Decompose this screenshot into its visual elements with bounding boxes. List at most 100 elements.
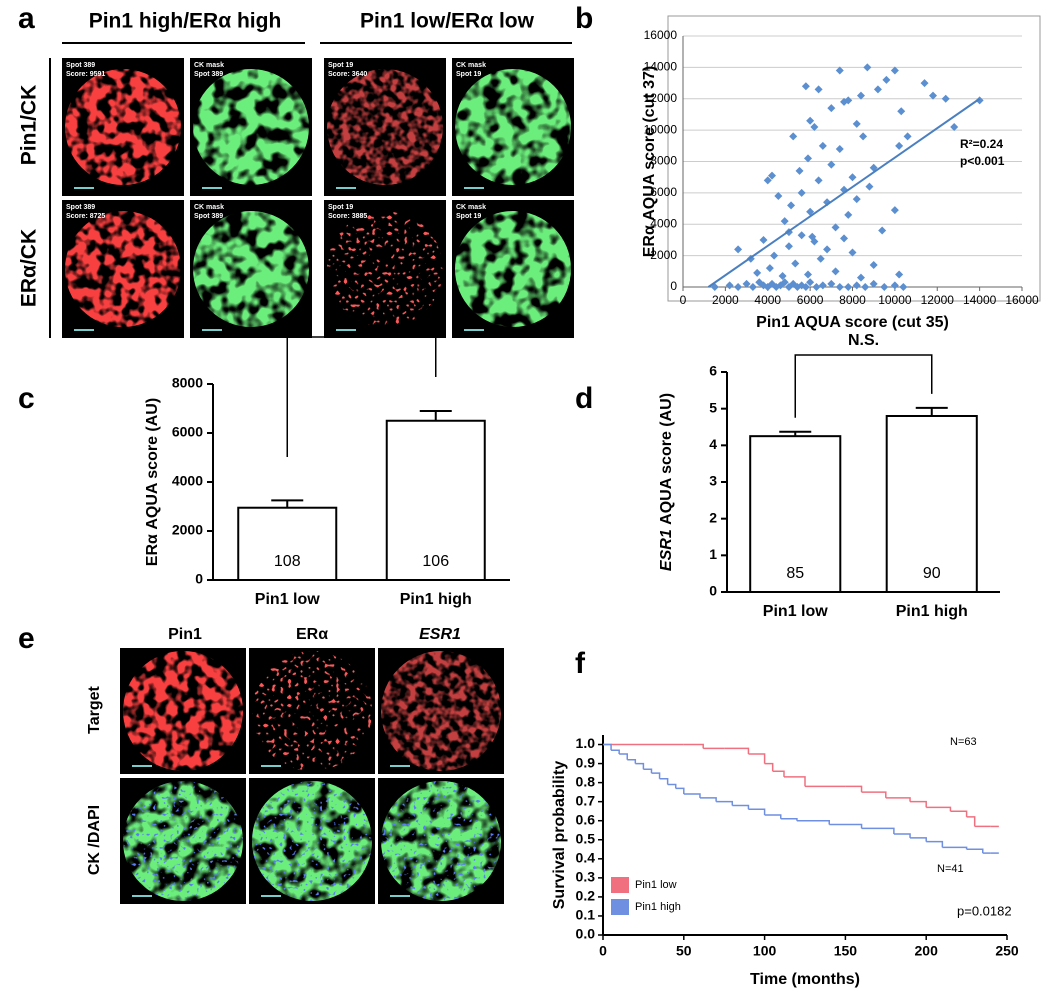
point xyxy=(808,232,817,241)
survival-step xyxy=(861,791,887,798)
y-tick-label: 3 xyxy=(709,473,717,489)
survival-step xyxy=(893,833,911,838)
point xyxy=(890,281,899,290)
y-tick-label: 8000 xyxy=(172,375,203,391)
point xyxy=(748,283,757,291)
significance-label: N.S. xyxy=(848,332,879,349)
annotation: p<0.001 xyxy=(960,154,1005,168)
point xyxy=(852,195,861,204)
bar xyxy=(385,419,486,581)
point xyxy=(763,176,772,185)
tissue-core xyxy=(455,211,571,327)
point xyxy=(797,231,806,240)
point xyxy=(827,279,836,288)
point xyxy=(882,75,891,84)
point xyxy=(895,270,904,279)
row-header: Target xyxy=(86,685,103,733)
x-tick-label: 12000 xyxy=(921,293,955,307)
x-tick-label: 50 xyxy=(676,943,692,959)
point xyxy=(852,281,861,290)
x-tick-label: 250 xyxy=(995,943,1019,959)
x-tick-label: 6000 xyxy=(797,293,824,307)
survival-step xyxy=(861,827,895,835)
bar xyxy=(237,506,338,582)
y-tick-label: 0 xyxy=(670,279,677,293)
x-tick-label: 4000 xyxy=(754,293,781,307)
y-tick-label: 0.5 xyxy=(576,830,596,846)
point xyxy=(806,116,815,125)
y-tick-label: 0.4 xyxy=(576,850,596,866)
survival-step xyxy=(910,800,927,808)
y-tick-label: 0.9 xyxy=(576,754,596,770)
bar xyxy=(749,435,842,593)
point xyxy=(814,85,823,94)
x-tick-label: 0 xyxy=(599,943,607,959)
image-caption: Spot 19 xyxy=(456,213,481,220)
survival-step xyxy=(926,840,944,848)
point xyxy=(753,268,762,277)
panel-label: c xyxy=(18,382,35,415)
point xyxy=(784,242,793,251)
point xyxy=(734,245,743,254)
survival-step xyxy=(748,753,766,764)
point xyxy=(863,63,872,72)
y-tick-label: 16000 xyxy=(644,28,678,42)
y-tick-label: 6000 xyxy=(650,185,677,199)
survival-step xyxy=(675,787,685,795)
point xyxy=(835,144,844,153)
survival-step xyxy=(716,800,734,806)
image-caption: Score: 3640 xyxy=(328,71,367,78)
survival-step xyxy=(619,753,628,760)
panel-label: e xyxy=(18,622,35,655)
image-caption: CK mask xyxy=(194,204,224,211)
survival-step xyxy=(910,837,927,842)
tissue-core xyxy=(65,211,181,327)
point xyxy=(814,176,823,185)
tissue-core xyxy=(123,651,243,771)
point xyxy=(878,226,887,235)
y-tick-label: 12000 xyxy=(644,91,678,105)
panel-label: d xyxy=(575,382,593,415)
tissue-core xyxy=(193,211,309,327)
x-axis-label: Time (months) xyxy=(750,971,860,988)
y-tick-label: 0.1 xyxy=(576,907,596,923)
point xyxy=(791,259,800,268)
y-axis-label-text: ERα AQUA score (AU) xyxy=(144,398,161,566)
tissue-core xyxy=(252,781,372,901)
annotation: p=0.0182 xyxy=(957,903,1012,918)
point xyxy=(827,104,836,113)
survival-step xyxy=(724,747,750,755)
point xyxy=(804,270,813,279)
y-axis-label-text: AQUA score (AU) xyxy=(658,393,675,525)
survival-step xyxy=(966,816,976,827)
survival-step xyxy=(942,846,968,850)
point xyxy=(818,141,827,150)
point xyxy=(806,278,815,287)
survival-step xyxy=(683,743,704,749)
survival-step xyxy=(603,743,612,751)
row-header: CK /DAPI xyxy=(86,805,103,875)
point xyxy=(801,283,810,291)
survival-step xyxy=(699,797,717,802)
point xyxy=(767,171,776,180)
point xyxy=(920,79,929,88)
bar xyxy=(885,415,978,593)
survival-step xyxy=(764,814,782,819)
x-tick-label: 100 xyxy=(753,943,777,959)
column-header: Pin1 xyxy=(168,626,202,643)
y-tick-label: 1 xyxy=(709,546,717,562)
survival-step xyxy=(772,770,785,777)
y-tick-label: 6000 xyxy=(172,424,203,440)
significance-bracket xyxy=(794,354,933,418)
point xyxy=(831,223,840,232)
survival-step xyxy=(683,793,701,798)
point xyxy=(975,96,984,105)
x-tick-label: 2000 xyxy=(712,293,739,307)
survival-step xyxy=(829,823,863,829)
x-tick-label: 150 xyxy=(834,943,858,959)
y-tick-label: 4000 xyxy=(650,216,677,230)
row-header: ERα/CK xyxy=(18,229,41,307)
image-caption: CK mask xyxy=(456,204,486,211)
tissue-core xyxy=(381,781,501,901)
